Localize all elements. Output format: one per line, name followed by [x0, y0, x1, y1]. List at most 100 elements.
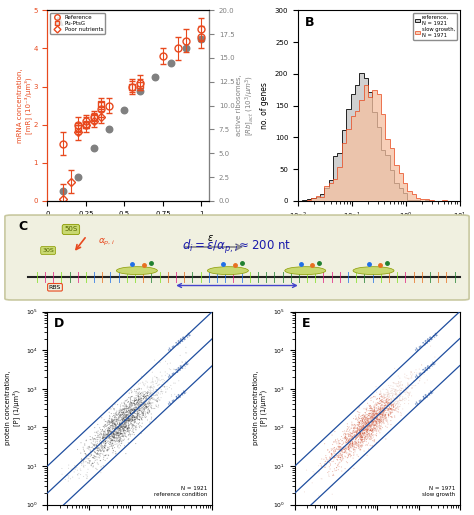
- Point: [123, 408, 130, 416]
- Point: [127, 405, 135, 414]
- Point: [107, 425, 114, 433]
- Point: [396, 385, 403, 393]
- Point: [113, 433, 120, 441]
- Point: [330, 446, 337, 454]
- Point: [144, 387, 152, 396]
- Point: [391, 387, 398, 396]
- Point: [118, 411, 126, 420]
- Point: [122, 430, 129, 438]
- Point: [362, 441, 369, 449]
- Point: [102, 432, 110, 440]
- Point: [354, 417, 362, 425]
- Point: [137, 402, 145, 410]
- Point: [115, 426, 122, 435]
- Point: [360, 415, 367, 423]
- Point: [383, 402, 391, 410]
- Point: [372, 383, 380, 391]
- Point: [380, 408, 388, 417]
- Point: [333, 452, 340, 460]
- Point: [359, 424, 366, 432]
- Point: [135, 395, 142, 403]
- Point: [114, 424, 121, 432]
- Point: [144, 378, 151, 386]
- Point: [373, 409, 380, 418]
- Point: [359, 428, 366, 437]
- Point: [97, 441, 105, 449]
- Point: [117, 425, 124, 433]
- Point: [137, 401, 145, 409]
- Point: [120, 405, 128, 413]
- Point: [356, 438, 363, 447]
- Point: [120, 411, 128, 420]
- Point: [125, 398, 132, 406]
- Point: [127, 400, 135, 408]
- Point: [373, 404, 381, 413]
- Point: [121, 419, 128, 427]
- Point: [118, 405, 126, 413]
- Point: [109, 431, 117, 439]
- Point: [356, 430, 364, 438]
- Point: [97, 425, 104, 434]
- Point: [362, 419, 370, 427]
- Point: [127, 411, 135, 419]
- Point: [365, 430, 373, 438]
- Point: [120, 418, 128, 426]
- Point: [371, 416, 379, 424]
- Point: [407, 368, 415, 376]
- Point: [131, 414, 139, 422]
- Point: [100, 422, 108, 431]
- Point: [361, 408, 369, 417]
- Point: [140, 390, 148, 399]
- Point: [128, 407, 136, 415]
- Point: [139, 406, 146, 414]
- Point: [148, 404, 155, 413]
- Point: [341, 452, 348, 460]
- Point: [120, 423, 128, 432]
- Point: [100, 442, 108, 451]
- Point: [136, 384, 144, 392]
- Point: [353, 435, 360, 443]
- Point: [123, 425, 130, 433]
- Point: [338, 452, 346, 460]
- Point: [377, 409, 384, 418]
- Point: [363, 419, 370, 427]
- Point: [125, 417, 132, 425]
- Point: [131, 413, 138, 421]
- Point: [132, 422, 139, 431]
- Point: [106, 438, 114, 447]
- Point: [373, 410, 380, 418]
- Point: [365, 435, 373, 443]
- Point: [349, 441, 357, 450]
- Point: [383, 404, 391, 413]
- Point: [141, 392, 149, 401]
- Circle shape: [285, 267, 326, 274]
- Point: [365, 419, 373, 427]
- Point: [373, 409, 381, 418]
- Point: [350, 464, 358, 472]
- Point: [376, 397, 383, 405]
- Point: [118, 408, 126, 417]
- Point: [149, 381, 157, 389]
- Point: [136, 406, 143, 414]
- Point: [128, 405, 136, 414]
- Point: [373, 423, 381, 431]
- Point: [122, 410, 130, 419]
- Point: [348, 434, 356, 442]
- Point: [394, 372, 402, 380]
- Point: [418, 360, 425, 369]
- Text: d = 200 nt: d = 200 nt: [415, 360, 437, 380]
- Point: [342, 435, 349, 443]
- Point: [365, 418, 372, 426]
- Point: [368, 407, 376, 415]
- Point: [357, 435, 365, 443]
- Point: [356, 419, 364, 427]
- Point: [405, 390, 412, 398]
- Point: [115, 423, 123, 431]
- Point: [131, 406, 138, 415]
- Point: [361, 426, 368, 434]
- Point: [109, 415, 116, 423]
- Point: [81, 448, 88, 456]
- Point: [140, 406, 148, 414]
- Point: [359, 413, 367, 421]
- Point: [401, 386, 409, 394]
